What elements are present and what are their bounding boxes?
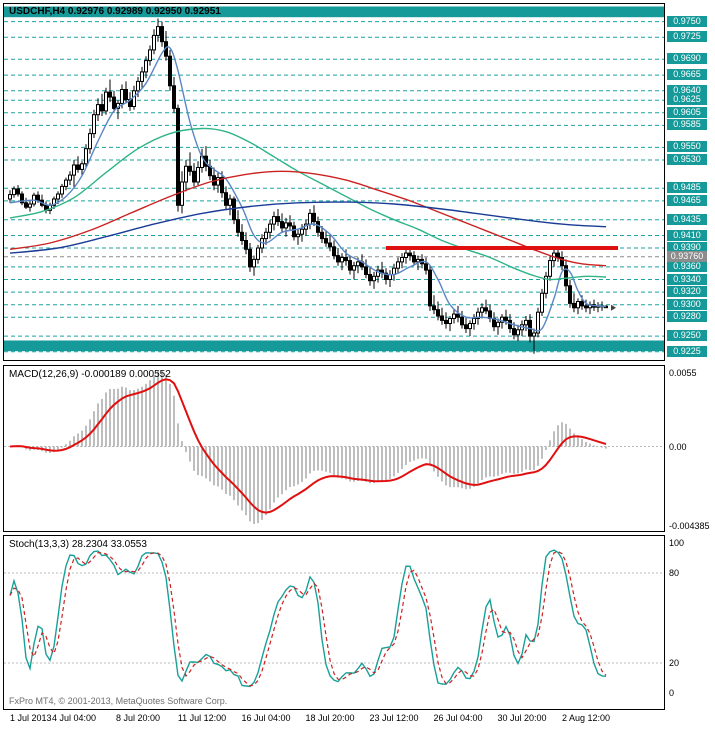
time-axis-label: 2 Aug 12:00 bbox=[561, 713, 611, 723]
price-level-label: 0.9725 bbox=[667, 31, 707, 43]
price-level-label: 0.9320 bbox=[667, 286, 707, 298]
price-level-label: 0.9690 bbox=[667, 53, 707, 65]
macd-canvas bbox=[4, 371, 664, 524]
macd-signal-line bbox=[9, 378, 607, 514]
price-level-label: 0.9485 bbox=[667, 182, 707, 194]
macd-scale-label: 0.00 bbox=[669, 441, 687, 452]
time-axis-label: 8 Jul 20:00 bbox=[115, 713, 161, 723]
price-level-label: 0.9605 bbox=[667, 106, 707, 118]
stochastic-values: 28.2304 33.0553 bbox=[71, 539, 147, 550]
sr-zones bbox=[4, 6, 664, 352]
time-axis-label: 11 Jul 12:00 bbox=[177, 713, 227, 723]
macd-histogram bbox=[13, 371, 607, 524]
stochastic-panel[interactable]: Stoch(13,3,3) 28.2304 33.0553 FxPro MT4,… bbox=[3, 535, 665, 710]
macd-label: MACD(12,26,9) bbox=[9, 369, 79, 380]
candles bbox=[8, 18, 608, 354]
price-level-label: 0.9250 bbox=[667, 330, 707, 342]
time-axis-label: 4 Jul 04:00 bbox=[51, 713, 97, 723]
stochastic-canvas bbox=[4, 549, 664, 688]
macd-panel[interactable]: MACD(12,26,9) -0.000189 0.000552 bbox=[3, 365, 665, 532]
price-level-label: 0.9625 bbox=[667, 94, 707, 106]
price-level-label: 0.9435 bbox=[667, 213, 707, 225]
price-level-label: 0.9410 bbox=[667, 229, 707, 241]
stoch-scale-label: 80 bbox=[669, 568, 680, 578]
macd-scale: 0.0055 0.00 -0.004385 bbox=[667, 365, 715, 532]
macd-title: MACD(12,26,9) -0.000189 0.000552 bbox=[9, 369, 171, 380]
ma-green bbox=[9, 127, 607, 281]
stochastic-label: Stoch(13,3,3) bbox=[9, 539, 70, 550]
price-level-label: 0.9465 bbox=[667, 194, 707, 206]
ma-slow-navy bbox=[9, 201, 607, 254]
time-axis-label: 1 Jul 2013 bbox=[10, 713, 52, 723]
current-price-label: 0.93760 bbox=[667, 250, 707, 262]
stoch-scale-label: 20 bbox=[669, 658, 680, 668]
stoch-signal-line bbox=[9, 550, 607, 687]
copyright-text: FxPro MT4, © 2001-2013, MetaQuotes Softw… bbox=[9, 696, 228, 706]
macd-values: -0.000189 0.000552 bbox=[81, 369, 171, 380]
stochastic-scale: 100 80 20 0 bbox=[667, 535, 715, 710]
price-level-label: 0.9360 bbox=[667, 260, 707, 272]
time-axis-label: 18 Jul 20:00 bbox=[305, 713, 355, 723]
chart-title: USDCHF,H4 0.92976 0.92989 0.92950 0.9295… bbox=[9, 6, 221, 17]
price-level-label: 0.9585 bbox=[667, 119, 707, 131]
price-level-label: 0.9390 bbox=[667, 242, 707, 253]
ma-fast-blue bbox=[9, 46, 607, 332]
time-axis-label: 16 Jul 04:00 bbox=[241, 713, 291, 723]
stochastic-title: Stoch(13,3,3) 28.2304 33.0553 bbox=[9, 539, 147, 550]
price-chart-panel[interactable]: USDCHF,H4 0.92976 0.92989 0.92950 0.9295… bbox=[3, 3, 665, 361]
macd-scale-label: 0.0055 bbox=[669, 368, 697, 378]
price-scale[interactable]: 0.9750 0.9725 0.9690 0.9665 0.9640 0.9625 0.96… bbox=[667, 3, 715, 361]
time-axis-label: 23 Jul 12:00 bbox=[369, 713, 419, 723]
level-lines bbox=[4, 21, 664, 353]
price-chart-canvas bbox=[4, 6, 664, 354]
price-level-label: 0.9225 bbox=[667, 345, 707, 357]
price-level-label: 0.9280 bbox=[667, 311, 707, 323]
price-level-label: 0.9640 bbox=[667, 84, 707, 96]
time-axis-label: 30 Jul 20:00 bbox=[497, 713, 547, 723]
time-axis-label: 26 Jul 04:00 bbox=[433, 713, 483, 723]
price-level-label: 0.9340 bbox=[667, 273, 707, 285]
moving-averages bbox=[9, 46, 607, 332]
price-level-label: 0.9530 bbox=[667, 154, 707, 165]
stoch-scale-label: 0 bbox=[669, 688, 675, 698]
ma-red bbox=[9, 170, 607, 267]
macd-scale-label: -0.004385 bbox=[669, 521, 710, 531]
stoch-main-line bbox=[9, 549, 607, 688]
price-level-label: 0.9300 bbox=[667, 298, 707, 310]
stoch-scale-label: 100 bbox=[669, 538, 685, 548]
price-level-label: 0.9750 bbox=[667, 15, 707, 27]
time-axis[interactable]: 1 Jul 2013 4 Jul 04:00 8 Jul 20:00 11 Jul 1… bbox=[0, 712, 715, 728]
price-level-label: 0.9665 bbox=[667, 69, 707, 81]
price-level-label: 0.9550 bbox=[667, 141, 707, 153]
last-price-arrow bbox=[611, 304, 616, 311]
